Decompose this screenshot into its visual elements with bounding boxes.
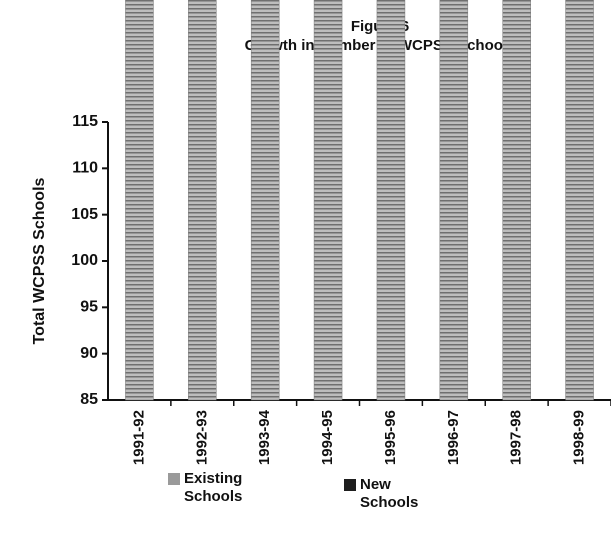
- x-tick-label: 1997-98: [508, 410, 525, 465]
- y-axis-label: Total WCPSS Schools: [31, 177, 48, 344]
- x-tick-label: 1992-93: [193, 410, 210, 465]
- legend-item: Existing Schools: [168, 470, 264, 506]
- x-tick-label: 1991-92: [130, 410, 147, 465]
- bar-segment: [565, 0, 594, 401]
- x-tick-label: 1998-99: [571, 410, 588, 465]
- legend-label: New Schools: [360, 476, 419, 511]
- bar-segment: [188, 0, 217, 401]
- bar-segment: [376, 0, 406, 401]
- legend-swatch: [344, 479, 356, 491]
- legend-item: New Schools: [344, 476, 440, 512]
- bar-segment: [502, 0, 531, 401]
- y-tick-label: 95: [80, 299, 98, 316]
- y-tick-label: 110: [72, 160, 98, 177]
- legend-label: Existing Schools: [184, 470, 243, 505]
- x-tick-label: 1996-97: [445, 410, 462, 465]
- y-tick-label: 105: [71, 206, 98, 223]
- bar-segment: [313, 0, 343, 401]
- bar-segment: [439, 0, 469, 401]
- x-tick-label: 1993-94: [256, 409, 273, 465]
- bar-segment: [125, 0, 154, 401]
- y-tick-label: 85: [80, 391, 98, 408]
- x-tick-label: 1995-96: [382, 410, 399, 465]
- bar-segment: [250, 0, 280, 401]
- y-tick-label: 100: [71, 252, 98, 269]
- y-tick-label: 115: [72, 113, 98, 130]
- x-tick-label: 1994-95: [319, 410, 336, 465]
- legend-swatch: [168, 473, 180, 485]
- y-tick-label: 90: [80, 345, 98, 362]
